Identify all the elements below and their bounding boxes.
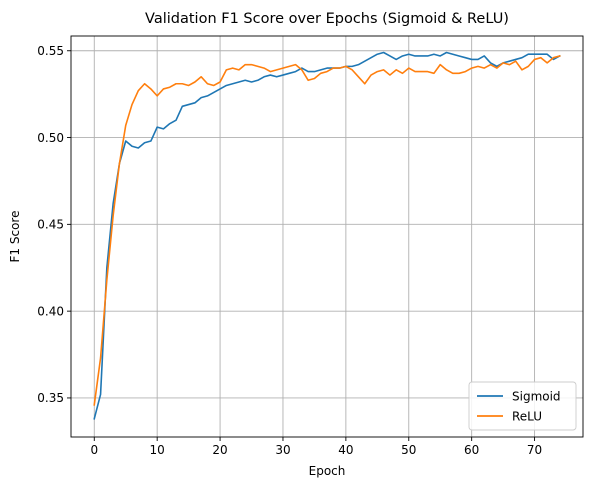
plot-frame xyxy=(70,35,584,438)
y-tick-label: 0.40 xyxy=(37,304,64,318)
x-tick-label: 70 xyxy=(527,443,542,457)
chart-title: Validation F1 Score over Epochs (Sigmoid… xyxy=(145,11,509,27)
series-line-relu xyxy=(93,54,561,406)
y-tick-label: 0.50 xyxy=(37,131,64,145)
x-tick-label: 60 xyxy=(464,443,479,457)
axis-ticks: 0 10 20 30 40 50 60 70 0.35 0.40 0.45 0.50 0.55 xyxy=(37,44,542,457)
x-tick-label: 0 xyxy=(90,443,98,457)
x-tick-label: 10 xyxy=(150,443,165,457)
legend-label-relu: ReLU xyxy=(512,409,542,423)
legend-box xyxy=(468,381,577,431)
y-axis-title: F1 Score xyxy=(8,211,22,263)
y-tick-label: 0.35 xyxy=(37,391,64,405)
x-tick-label: 30 xyxy=(275,443,290,457)
legend-label-sigmoid: Sigmoid xyxy=(512,389,561,403)
y-tick-label: 0.45 xyxy=(37,218,64,232)
x-tick-label: 40 xyxy=(338,443,353,457)
series-lines xyxy=(93,51,561,420)
legend: Sigmoid ReLU xyxy=(468,381,577,431)
x-tick-label: 50 xyxy=(401,443,416,457)
x-tick-label: 20 xyxy=(212,443,227,457)
x-axis-title: Epoch xyxy=(309,464,346,478)
grid xyxy=(71,36,583,437)
series-line-sigmoid xyxy=(93,51,561,420)
y-tick-label: 0.55 xyxy=(37,44,64,58)
